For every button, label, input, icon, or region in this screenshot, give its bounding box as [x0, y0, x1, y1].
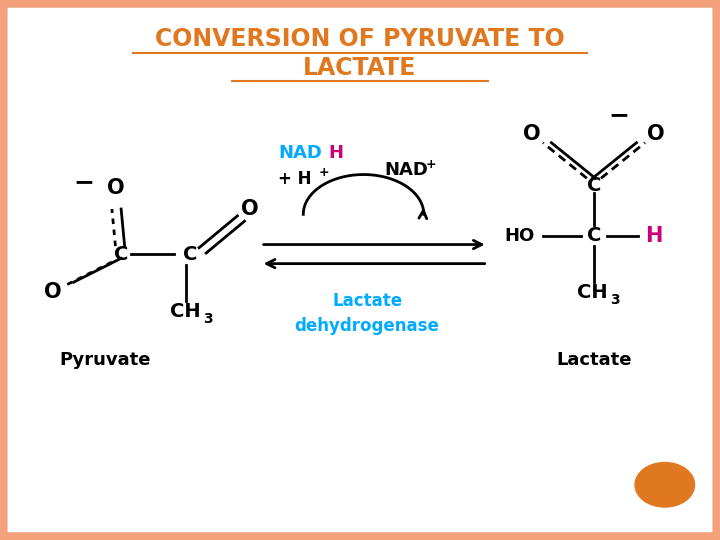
Text: 3: 3 [611, 293, 620, 307]
Text: C: C [114, 245, 128, 264]
Text: HO: HO [505, 227, 535, 245]
Circle shape [635, 462, 695, 507]
Text: +: + [426, 158, 436, 171]
Text: NAD: NAD [384, 161, 428, 179]
Text: C: C [183, 245, 197, 264]
Text: −: − [608, 103, 629, 126]
Text: O: O [647, 124, 665, 144]
Text: CH: CH [577, 284, 608, 302]
Text: + H: + H [279, 170, 312, 188]
Text: dehydrogenase: dehydrogenase [294, 316, 439, 335]
Text: Lactate: Lactate [556, 351, 631, 369]
Text: C: C [587, 176, 601, 194]
Text: Lactate: Lactate [332, 292, 402, 310]
Text: +: + [319, 166, 330, 179]
Text: H: H [328, 144, 343, 163]
Text: CH: CH [170, 302, 200, 321]
Text: −: − [73, 171, 94, 194]
Text: C: C [587, 226, 601, 245]
Text: O: O [241, 199, 259, 219]
Text: NAD: NAD [279, 144, 323, 163]
Text: O: O [107, 178, 125, 198]
Text: O: O [523, 124, 540, 144]
Text: H: H [646, 226, 663, 246]
Text: Pyruvate: Pyruvate [59, 351, 150, 369]
Text: O: O [44, 282, 62, 302]
Text: 3: 3 [203, 312, 212, 326]
Text: CONVERSION OF PYRUVATE TO: CONVERSION OF PYRUVATE TO [155, 28, 565, 51]
Text: LACTATE: LACTATE [303, 57, 417, 80]
